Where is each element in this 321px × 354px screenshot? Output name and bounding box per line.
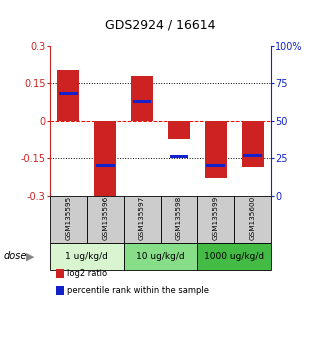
Bar [131,76,153,121]
Bar [243,154,262,157]
Text: percentile rank within the sample: percentile rank within the sample [67,286,209,295]
Text: GSM135595: GSM135595 [65,196,71,240]
Text: ▶: ▶ [26,251,34,262]
Text: GDS2924 / 16614: GDS2924 / 16614 [105,19,216,32]
Bar [50,242,124,270]
Text: 10 ug/kg/d: 10 ug/kg/d [136,252,185,261]
Text: log2 ratio: log2 ratio [67,269,108,278]
Text: dose: dose [3,251,27,262]
Text: 1 ug/kg/d: 1 ug/kg/d [65,252,108,261]
Bar [160,195,197,242]
Bar [206,164,225,167]
Text: GSM135600: GSM135600 [250,196,256,240]
Bar [57,70,79,121]
Bar [87,195,124,242]
Text: GSM135597: GSM135597 [139,196,145,240]
Bar [59,92,78,96]
Bar [234,195,271,242]
Text: GSM135598: GSM135598 [176,196,182,240]
Bar [169,155,188,158]
Bar [197,195,234,242]
Text: 1000 ug/kg/d: 1000 ug/kg/d [204,252,265,261]
Bar [205,121,227,178]
Bar [124,242,197,270]
Bar [168,121,190,139]
Bar [197,242,271,270]
Bar [96,164,115,167]
Text: GSM135599: GSM135599 [213,196,219,240]
Bar [242,121,264,167]
Bar [94,121,116,197]
Bar [50,195,87,242]
Bar [124,195,160,242]
Text: GSM135596: GSM135596 [102,196,108,240]
Bar [133,100,152,103]
